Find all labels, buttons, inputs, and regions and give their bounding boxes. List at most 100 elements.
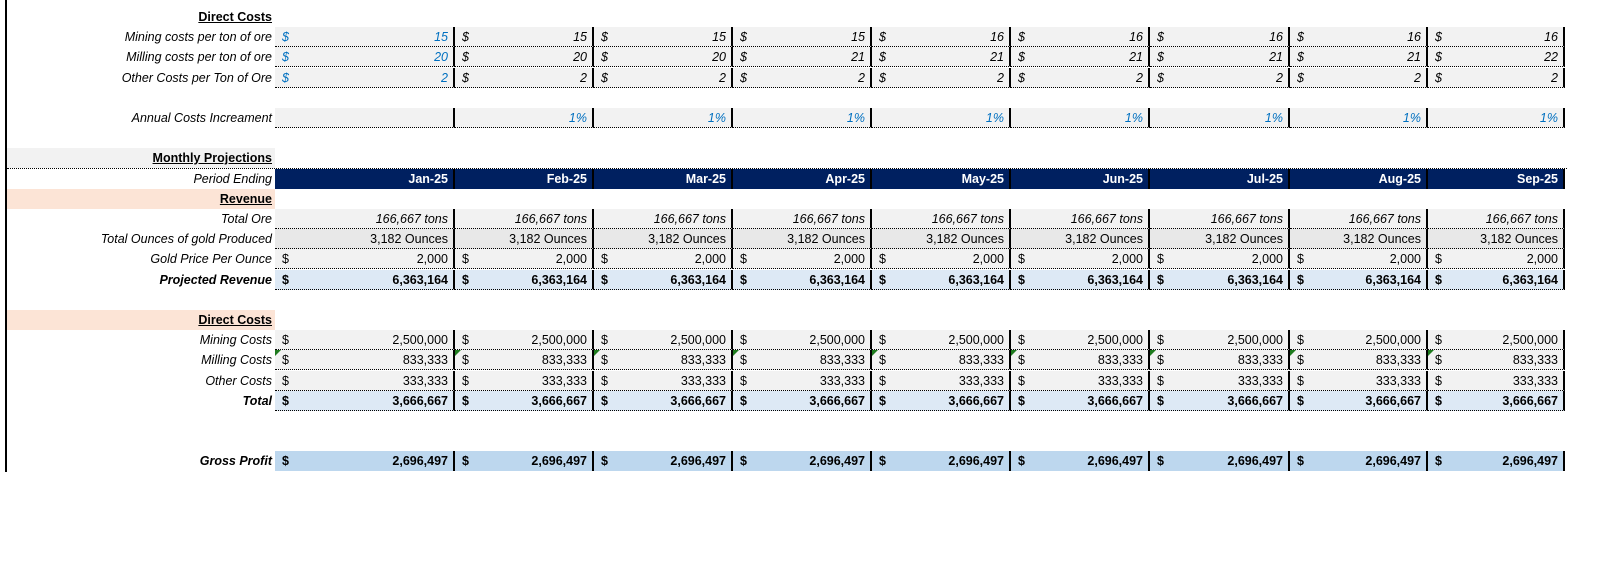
period-header-cell[interactable]: Feb-25 — [455, 169, 594, 189]
cell-7[interactable]: $2 — [1290, 68, 1428, 88]
period-header-cell[interactable]: Jun-25 — [1011, 169, 1150, 189]
cell-1[interactable]: $15 — [455, 27, 594, 47]
cell-1[interactable]: $2,696,497 — [455, 451, 594, 471]
cell-5[interactable]: $333,333 — [1011, 371, 1150, 391]
cell-0[interactable]: $2 — [275, 68, 455, 88]
cell-3[interactable]: $21 — [733, 47, 872, 67]
cell-6[interactable]: 1% — [1150, 108, 1290, 128]
cell-4[interactable]: $3,666,667 — [872, 391, 1011, 411]
cell-1[interactable]: $2,500,000 — [455, 330, 594, 350]
cell-6[interactable]: $333,333 — [1150, 371, 1290, 391]
cell-5[interactable]: $2 — [1011, 68, 1150, 88]
cell-3[interactable]: $833,333 — [733, 350, 872, 370]
cell-2[interactable]: 166,667 tons — [594, 209, 733, 229]
cell-0[interactable]: $2,500,000 — [275, 330, 455, 350]
cell-7[interactable]: $2,000 — [1290, 249, 1428, 269]
cell-5[interactable]: $2,000 — [1011, 249, 1150, 269]
cell-2[interactable]: $833,333 — [594, 350, 733, 370]
cell-8[interactable]: $6,363,164 — [1428, 270, 1565, 290]
cell-8[interactable]: 3,182 Ounces — [1428, 229, 1565, 249]
cell-2[interactable]: $2,000 — [594, 249, 733, 269]
cell-4[interactable]: $6,363,164 — [872, 270, 1011, 290]
cell-6[interactable]: $16 — [1150, 27, 1290, 47]
cell-1[interactable]: $333,333 — [455, 371, 594, 391]
cell-4[interactable]: 166,667 tons — [872, 209, 1011, 229]
cell-7[interactable]: $2,696,497 — [1290, 451, 1428, 471]
cell-3[interactable]: $2 — [733, 68, 872, 88]
cell-4[interactable]: $2 — [872, 68, 1011, 88]
cell-3[interactable]: 166,667 tons — [733, 209, 872, 229]
period-header-cell[interactable]: Jul-25 — [1150, 169, 1290, 189]
cell-8[interactable]: $2 — [1428, 68, 1565, 88]
cell-0[interactable]: $20 — [275, 47, 455, 67]
cell-5[interactable]: $2,696,497 — [1011, 451, 1150, 471]
cell-7[interactable]: $6,363,164 — [1290, 270, 1428, 290]
cell-0[interactable] — [275, 108, 455, 128]
cell-0[interactable]: $2,000 — [275, 249, 455, 269]
cell-7[interactable]: $21 — [1290, 47, 1428, 67]
cell-4[interactable]: 1% — [872, 108, 1011, 128]
cell-0[interactable]: $833,333 — [275, 350, 455, 370]
cell-5[interactable]: $16 — [1011, 27, 1150, 47]
cell-2[interactable]: $333,333 — [594, 371, 733, 391]
cell-1[interactable]: $833,333 — [455, 350, 594, 370]
cell-0[interactable]: $15 — [275, 27, 455, 47]
cell-4[interactable]: 3,182 Ounces — [872, 229, 1011, 249]
cell-4[interactable]: $16 — [872, 27, 1011, 47]
period-header-cell[interactable]: Aug-25 — [1290, 169, 1428, 189]
cell-1[interactable]: $20 — [455, 47, 594, 67]
cell-0[interactable]: 166,667 tons — [275, 209, 455, 229]
period-header-cell[interactable]: May-25 — [872, 169, 1011, 189]
cell-8[interactable]: $2,000 — [1428, 249, 1565, 269]
cell-6[interactable]: $6,363,164 — [1150, 270, 1290, 290]
cell-1[interactable]: 3,182 Ounces — [455, 229, 594, 249]
cell-2[interactable]: $20 — [594, 47, 733, 67]
cell-8[interactable]: 166,667 tons — [1428, 209, 1565, 229]
cell-7[interactable]: $3,666,667 — [1290, 391, 1428, 411]
cell-2[interactable]: $6,363,164 — [594, 270, 733, 290]
cell-2[interactable]: $15 — [594, 27, 733, 47]
cell-1[interactable]: $3,666,667 — [455, 391, 594, 411]
cell-0[interactable]: $333,333 — [275, 371, 455, 391]
cell-6[interactable]: $2,000 — [1150, 249, 1290, 269]
cell-7[interactable]: 1% — [1290, 108, 1428, 128]
cell-6[interactable]: $2,696,497 — [1150, 451, 1290, 471]
cell-7[interactable]: $2,500,000 — [1290, 330, 1428, 350]
cell-8[interactable]: $3,666,667 — [1428, 391, 1565, 411]
period-header-cell[interactable]: Sep-25 — [1428, 169, 1565, 189]
cell-0[interactable]: $6,363,164 — [275, 270, 455, 290]
cell-4[interactable]: $333,333 — [872, 371, 1011, 391]
cell-4[interactable]: $21 — [872, 47, 1011, 67]
cell-4[interactable]: $2,000 — [872, 249, 1011, 269]
cell-5[interactable]: $21 — [1011, 47, 1150, 67]
cell-1[interactable]: $2 — [455, 68, 594, 88]
cell-7[interactable]: $333,333 — [1290, 371, 1428, 391]
cell-7[interactable]: $833,333 — [1290, 350, 1428, 370]
cell-6[interactable]: 3,182 Ounces — [1150, 229, 1290, 249]
cell-8[interactable]: $2,696,497 — [1428, 451, 1565, 471]
cell-3[interactable]: $2,000 — [733, 249, 872, 269]
cell-1[interactable]: $2,000 — [455, 249, 594, 269]
cell-7[interactable]: 3,182 Ounces — [1290, 229, 1428, 249]
cell-7[interactable]: 166,667 tons — [1290, 209, 1428, 229]
cell-0[interactable]: 3,182 Ounces — [275, 229, 455, 249]
cell-6[interactable]: $2,500,000 — [1150, 330, 1290, 350]
cell-6[interactable]: 166,667 tons — [1150, 209, 1290, 229]
cell-4[interactable]: $833,333 — [872, 350, 1011, 370]
cell-3[interactable]: $15 — [733, 27, 872, 47]
cell-5[interactable]: $833,333 — [1011, 350, 1150, 370]
cell-1[interactable]: 1% — [455, 108, 594, 128]
cell-5[interactable]: $2,500,000 — [1011, 330, 1150, 350]
cell-8[interactable]: $22 — [1428, 47, 1565, 67]
cell-8[interactable]: 1% — [1428, 108, 1565, 128]
cell-3[interactable]: 1% — [733, 108, 872, 128]
cell-3[interactable]: $2,500,000 — [733, 330, 872, 350]
cell-5[interactable]: $3,666,667 — [1011, 391, 1150, 411]
cell-8[interactable]: $16 — [1428, 27, 1565, 47]
cell-4[interactable]: $2,500,000 — [872, 330, 1011, 350]
cell-8[interactable]: $2,500,000 — [1428, 330, 1565, 350]
cell-1[interactable]: 166,667 tons — [455, 209, 594, 229]
cell-0[interactable]: $3,666,667 — [275, 391, 455, 411]
period-header-cell[interactable]: Apr-25 — [733, 169, 872, 189]
cell-5[interactable]: 166,667 tons — [1011, 209, 1150, 229]
